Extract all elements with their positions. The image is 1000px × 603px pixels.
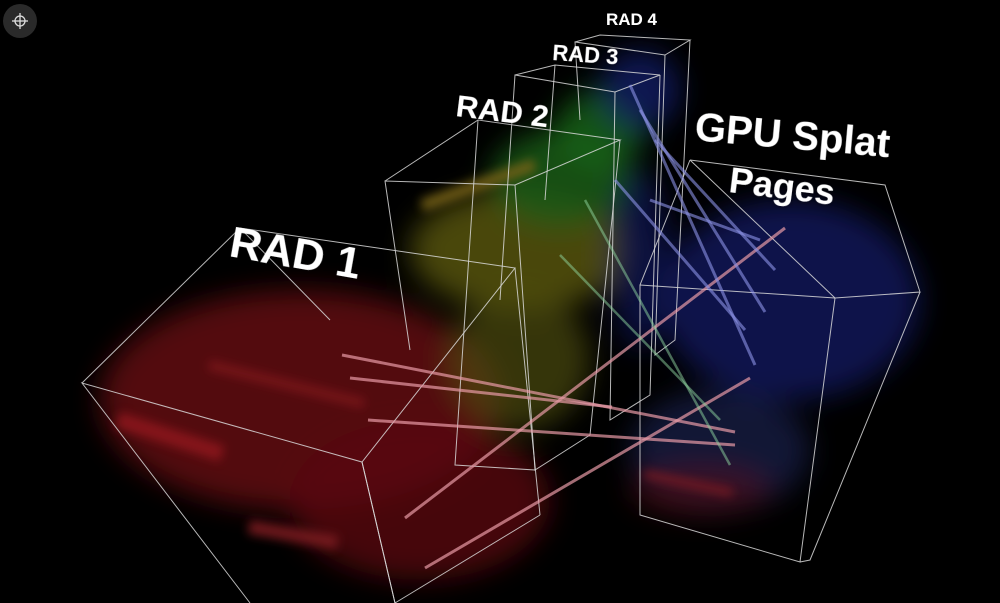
rad2-box xyxy=(454,119,536,471)
rad4-label: RAD 4 xyxy=(606,10,658,29)
rad3-edge xyxy=(544,64,556,201)
page-links xyxy=(341,84,786,570)
link xyxy=(424,376,751,570)
link xyxy=(583,199,732,466)
rad2-box xyxy=(514,139,621,471)
rad1-box xyxy=(80,227,516,603)
gpu-box xyxy=(639,159,836,563)
link xyxy=(613,179,747,331)
rad4-box xyxy=(574,34,692,121)
rad1-edge xyxy=(361,461,396,603)
rad3-label: RAD 3 xyxy=(552,40,620,70)
link xyxy=(367,418,736,447)
gpu-edge xyxy=(639,284,836,299)
link xyxy=(349,376,613,409)
link xyxy=(649,198,761,242)
gpu-box xyxy=(799,291,921,563)
link xyxy=(653,138,777,272)
link xyxy=(638,109,767,313)
recenter-button[interactable] xyxy=(3,4,37,38)
link xyxy=(559,254,721,421)
rad3-box xyxy=(499,64,661,301)
link xyxy=(341,353,736,434)
volume-boxes xyxy=(80,34,921,603)
link xyxy=(404,226,786,520)
rad1-edge xyxy=(239,227,331,321)
rad2-box xyxy=(384,119,622,351)
rad1-edge xyxy=(394,514,541,603)
rad3-box xyxy=(609,74,661,421)
